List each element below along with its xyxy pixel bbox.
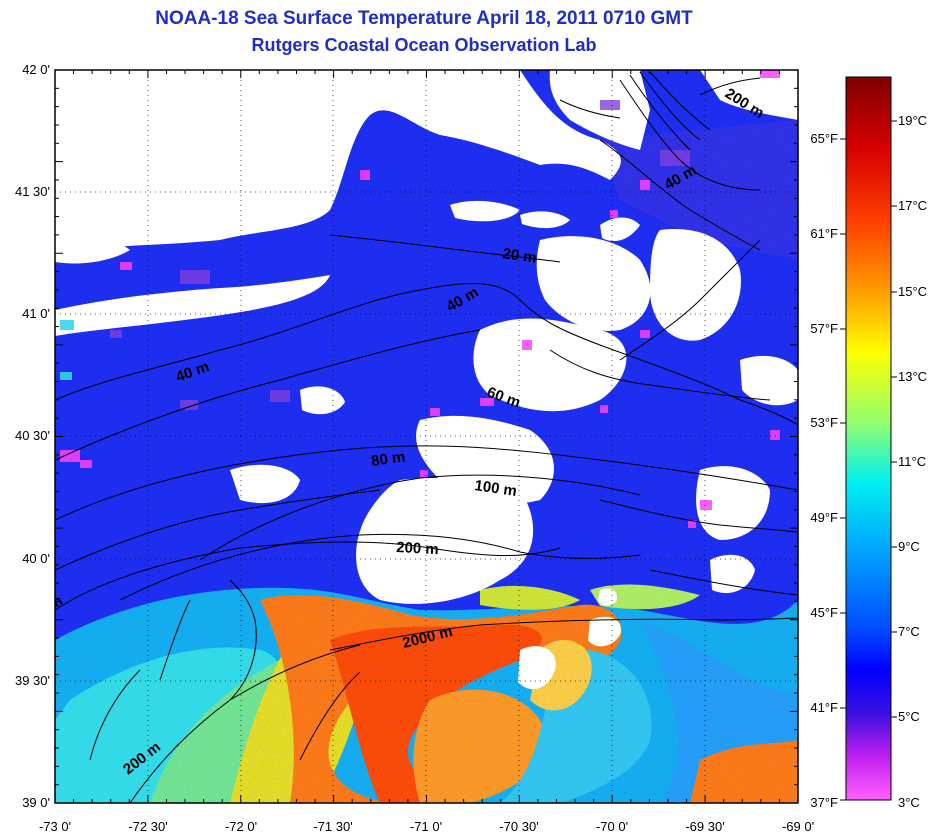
- isobath-label-80m: 80 m: [370, 448, 406, 470]
- lat-label-42: 42 0': [22, 62, 50, 77]
- lat-label-40: 40 0': [22, 551, 50, 566]
- lon-label-73: -73 0': [39, 819, 71, 834]
- lat-label-40-30: 40 30': [15, 428, 50, 443]
- map-title: NOAA-18 Sea Surface Temperature April 18…: [155, 8, 693, 29]
- graticule: [55, 70, 798, 803]
- colorbar-ramp: [845, 76, 892, 801]
- isobath-label-200m-center: 200 m: [396, 539, 439, 558]
- colorbar-c-11: 11°C: [898, 454, 926, 469]
- sst-image: 200 m 40 m 20 m 40 m 40 m 60 m 80 m 100 …: [46, 70, 798, 803]
- lon-label-71-30: -71 30': [313, 819, 352, 834]
- colorbar-f-57: 57°F: [810, 321, 838, 336]
- colorbar-c-13: 13°C: [898, 369, 927, 384]
- colorbar-f-41: 41°F: [810, 700, 838, 715]
- colorbar-c-7: 7°C: [898, 624, 920, 639]
- lat-label-41: 41 0': [22, 306, 50, 321]
- lon-label-71: -71 0': [410, 819, 442, 834]
- lon-label-69-30: -69 30': [685, 819, 724, 834]
- lon-label-70: -70 0': [596, 819, 628, 834]
- colorbar-f-37: 37°F: [810, 795, 838, 810]
- lon-label-69: -69 0': [782, 819, 814, 834]
- isobath-label-20m: 20 m: [501, 245, 537, 267]
- colorbar-c-15: 15°C: [898, 284, 927, 299]
- colorbar-c-9: 9°C: [898, 539, 920, 554]
- colorbar: 19°C 17°C 15°C 13°C 11°C 9°C 7°C 5°C 3°C…: [810, 76, 927, 810]
- colorbar-f-65: 65°F: [810, 131, 838, 146]
- colorbar-c-3: 3°C: [898, 795, 920, 810]
- lon-label-72-30: -72 30': [128, 819, 167, 834]
- colorbar-f-61: 61°F: [810, 226, 838, 241]
- lat-label-39: 39 0': [22, 795, 50, 810]
- isobath-label-100m: 100 m: [473, 477, 517, 500]
- colorbar-f-49: 49°F: [810, 510, 838, 525]
- isobath-label-m-edge: m: [46, 592, 66, 613]
- colorbar-c-19: 19°C: [898, 113, 927, 128]
- lon-label-70-30: -70 30': [499, 819, 538, 834]
- lon-label-72: -72 0': [225, 819, 257, 834]
- colorbar-c-5: 5°C: [898, 709, 920, 724]
- map-subtitle: Rutgers Coastal Ocean Observation Lab: [251, 35, 597, 55]
- longitude-labels: -73 0' -72 30' -72 0' -71 30' -71 0' -70…: [39, 819, 814, 834]
- lat-label-41-30: 41 30': [15, 184, 50, 199]
- colorbar-f-45: 45°F: [810, 605, 838, 620]
- lat-label-39-30: 39 30': [15, 673, 50, 688]
- colorbar-c-17: 17°C: [898, 198, 927, 213]
- colorbar-f-53: 53°F: [810, 415, 838, 430]
- latitude-labels: 42 0' 41 30' 41 0' 40 30' 40 0' 39 30' 3…: [15, 62, 50, 810]
